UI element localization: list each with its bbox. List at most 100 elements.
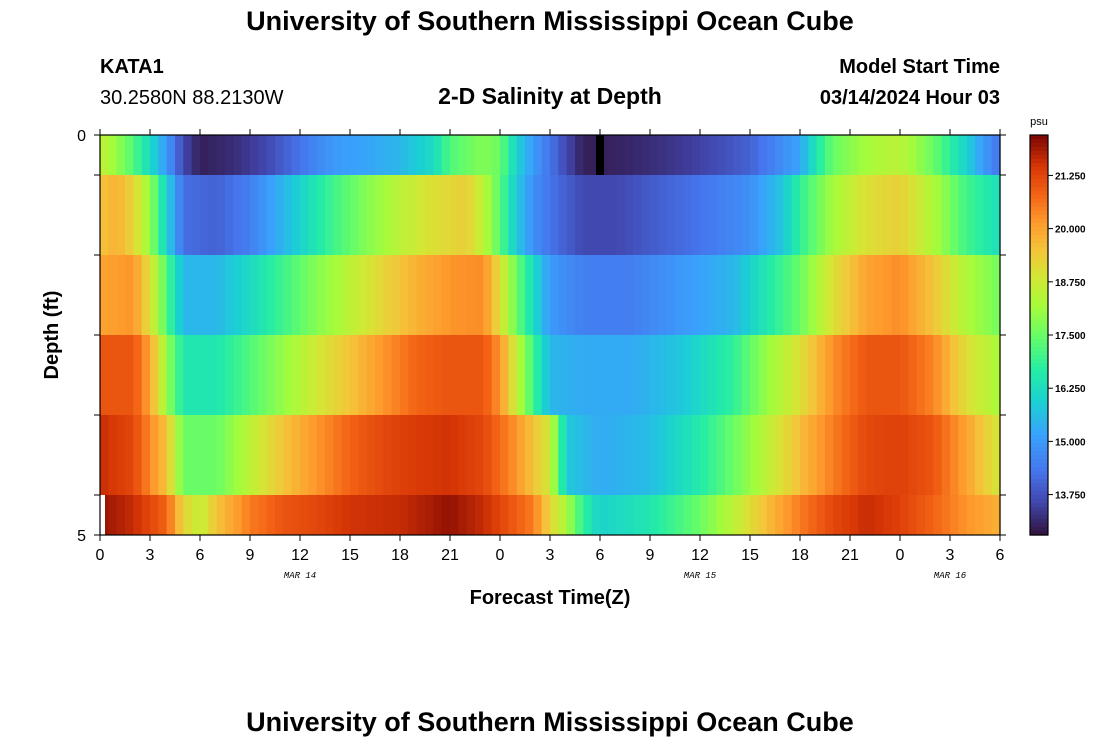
heatmap-cell [958, 255, 968, 335]
heatmap-cell [308, 415, 318, 495]
heatmap-cell [550, 335, 559, 415]
heatmap-cell [816, 335, 826, 415]
heatmap-cell [133, 495, 143, 535]
heatmap-cell [116, 335, 126, 415]
heatmap-cell [541, 255, 551, 335]
heatmap-cell [716, 255, 726, 335]
colorbar-segment [1030, 287, 1048, 292]
heatmap-cell [416, 135, 426, 175]
heatmap-cell [675, 255, 684, 335]
heatmap-cell [150, 415, 159, 495]
heatmap-cell [333, 335, 343, 415]
heatmap-cell [641, 335, 651, 415]
heatmap-cell [425, 135, 434, 175]
heatmap-cell [566, 255, 576, 335]
heatmap-cell [658, 415, 668, 495]
heatmap-cell [691, 415, 701, 495]
heatmap-cell [325, 335, 334, 415]
heatmap-cell [425, 415, 434, 495]
heatmap-cell [750, 135, 759, 175]
heatmap-cell [833, 175, 843, 255]
colorbar-segment [1030, 459, 1048, 464]
x-tick-label: 12 [291, 547, 309, 564]
heatmap-cell [175, 335, 184, 415]
heatmap-cell [866, 255, 876, 335]
heatmap-cell [225, 255, 234, 335]
heatmap-cell [441, 255, 451, 335]
heatmap-cell [883, 335, 893, 415]
heatmap-cell [366, 335, 376, 415]
date-label: MAR 15 [684, 571, 717, 581]
colorbar-segment [1030, 143, 1048, 148]
heatmap-cell [775, 495, 784, 535]
heatmap-cell [325, 415, 334, 495]
heatmap-cell [725, 255, 734, 335]
heatmap-cell [841, 335, 851, 415]
surface-marker [596, 135, 604, 175]
heatmap-cell [141, 255, 151, 335]
heatmap-cell [258, 255, 268, 335]
colorbar-segment [1030, 355, 1048, 360]
heatmap-cell [116, 415, 126, 495]
heatmap-cell [100, 335, 109, 415]
heatmap-cell [925, 495, 934, 535]
heatmap-cell [750, 415, 759, 495]
heatmap-cell [133, 135, 143, 175]
colorbar-segment [1030, 135, 1048, 140]
heatmap-cell [166, 255, 176, 335]
heatmap-cell [700, 415, 709, 495]
colorbar-segment [1030, 375, 1048, 380]
colorbar-segment [1030, 247, 1048, 252]
x-tick-label: 6 [596, 547, 605, 564]
heatmap-cell [883, 415, 893, 495]
colorbar-segment [1030, 227, 1048, 232]
heatmap-cell [500, 335, 509, 415]
heatmap-cell [391, 135, 401, 175]
heatmap-cell [308, 335, 318, 415]
heatmap-cell [616, 495, 626, 535]
heatmap-cell [683, 335, 693, 415]
heatmap-cell [433, 135, 443, 175]
heatmap-cell [433, 335, 443, 415]
heatmap-cell [266, 495, 276, 535]
heatmap-cell [658, 135, 668, 175]
heatmap-cell [783, 175, 793, 255]
heatmap-cell [683, 255, 693, 335]
heatmap-cell [375, 135, 384, 175]
heatmap-cell [108, 255, 118, 335]
heatmap-cell [533, 175, 543, 255]
heatmap-cell [475, 255, 484, 335]
x-tick-label: 3 [946, 547, 955, 564]
heatmap-cell [250, 495, 259, 535]
heatmap-cell [883, 255, 893, 335]
colorbar-segment [1030, 463, 1048, 468]
heatmap-cell [925, 415, 934, 495]
heatmap-cell [700, 135, 709, 175]
heatmap-cell [508, 135, 518, 175]
heatmap-cell [325, 135, 334, 175]
colorbar-segment [1030, 475, 1048, 480]
colorbar-segment [1030, 251, 1048, 256]
colorbar-segment [1030, 491, 1048, 496]
heatmap-cell [900, 175, 909, 255]
heatmap-cell [158, 175, 168, 255]
heatmap-cell [983, 175, 993, 255]
heatmap-cell [700, 335, 709, 415]
heatmap-cell [333, 135, 343, 175]
heatmap-cell [133, 415, 143, 495]
heatmap-cell [658, 335, 668, 415]
heatmap-cell [866, 135, 876, 175]
heatmap-cell [416, 415, 426, 495]
heatmap-cell [233, 335, 243, 415]
heatmap-cell [733, 175, 743, 255]
heatmap-cell [991, 415, 1001, 495]
heatmap-cell [683, 135, 693, 175]
heatmap-cell [450, 135, 459, 175]
heatmap-cell [183, 415, 193, 495]
colorbar-segment [1030, 531, 1048, 536]
heatmap-cell [741, 255, 751, 335]
colorbar-segment [1030, 263, 1048, 268]
heatmap-cell [350, 255, 359, 335]
colorbar-segment [1030, 171, 1048, 176]
colorbar-segment [1030, 211, 1048, 216]
